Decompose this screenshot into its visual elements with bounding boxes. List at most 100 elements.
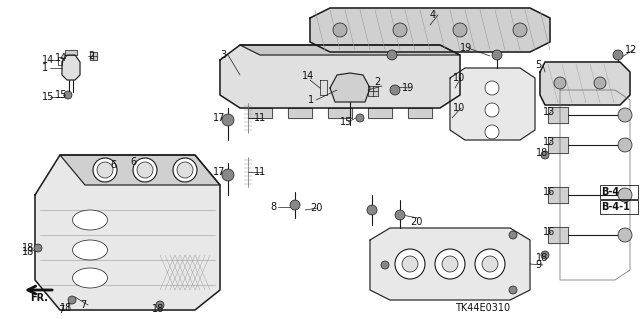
Circle shape xyxy=(173,158,197,182)
Polygon shape xyxy=(220,45,460,108)
Circle shape xyxy=(393,23,407,37)
Text: 10: 10 xyxy=(453,103,465,113)
Text: 18: 18 xyxy=(536,148,548,158)
Circle shape xyxy=(594,77,606,89)
Circle shape xyxy=(509,286,517,294)
Circle shape xyxy=(541,251,549,259)
Text: 16: 16 xyxy=(543,187,556,197)
Text: 7: 7 xyxy=(80,300,86,310)
Polygon shape xyxy=(328,108,352,118)
Polygon shape xyxy=(330,73,370,102)
Polygon shape xyxy=(450,68,535,140)
Circle shape xyxy=(618,188,632,202)
Circle shape xyxy=(177,162,193,178)
Text: 15: 15 xyxy=(42,92,54,102)
Circle shape xyxy=(395,210,405,220)
Circle shape xyxy=(613,50,623,60)
Polygon shape xyxy=(548,187,568,203)
Bar xyxy=(600,185,638,199)
Circle shape xyxy=(390,85,400,95)
Circle shape xyxy=(485,81,499,95)
Text: 14: 14 xyxy=(55,53,67,63)
Text: 14: 14 xyxy=(42,55,54,65)
Text: 18: 18 xyxy=(22,247,35,257)
Ellipse shape xyxy=(72,268,108,288)
Circle shape xyxy=(402,256,418,272)
Text: 8: 8 xyxy=(270,202,276,212)
Polygon shape xyxy=(368,108,392,118)
Circle shape xyxy=(554,77,566,89)
Text: 6: 6 xyxy=(110,160,116,170)
Text: 6: 6 xyxy=(130,157,136,167)
Polygon shape xyxy=(248,108,272,118)
Circle shape xyxy=(482,256,498,272)
Circle shape xyxy=(68,296,76,304)
Polygon shape xyxy=(548,137,568,153)
Ellipse shape xyxy=(72,210,108,230)
Circle shape xyxy=(513,23,527,37)
Text: 11: 11 xyxy=(254,113,266,123)
Text: 18: 18 xyxy=(60,303,72,313)
Text: 19: 19 xyxy=(402,83,414,93)
Text: 1: 1 xyxy=(308,95,314,105)
Bar xyxy=(600,200,638,214)
Text: 17: 17 xyxy=(213,113,225,123)
Text: 3: 3 xyxy=(220,50,226,60)
Text: 2: 2 xyxy=(88,51,94,61)
Text: 13: 13 xyxy=(543,137,556,147)
Polygon shape xyxy=(60,155,220,185)
Circle shape xyxy=(222,169,234,181)
Circle shape xyxy=(485,125,499,139)
Polygon shape xyxy=(408,108,432,118)
Polygon shape xyxy=(370,228,530,300)
Polygon shape xyxy=(540,62,630,105)
Text: 17: 17 xyxy=(213,167,225,177)
Circle shape xyxy=(541,151,549,159)
Text: 10: 10 xyxy=(453,73,465,83)
Circle shape xyxy=(618,108,632,122)
Polygon shape xyxy=(548,227,568,243)
Text: 5: 5 xyxy=(535,60,541,70)
Text: 19: 19 xyxy=(460,43,472,53)
Text: 15: 15 xyxy=(55,90,67,100)
Circle shape xyxy=(492,50,502,60)
Circle shape xyxy=(222,114,234,126)
Text: 18: 18 xyxy=(22,243,35,253)
Text: 13: 13 xyxy=(543,107,556,117)
Text: 18: 18 xyxy=(536,253,548,263)
Circle shape xyxy=(156,301,164,309)
Circle shape xyxy=(618,228,632,242)
Text: 12: 12 xyxy=(625,45,637,55)
Circle shape xyxy=(137,162,153,178)
Text: B-4: B-4 xyxy=(601,187,619,197)
Text: 2: 2 xyxy=(374,77,380,87)
Circle shape xyxy=(435,249,465,279)
Polygon shape xyxy=(35,155,220,310)
Circle shape xyxy=(133,158,157,182)
Circle shape xyxy=(442,256,458,272)
Circle shape xyxy=(475,249,505,279)
Text: 7: 7 xyxy=(58,305,64,315)
Polygon shape xyxy=(240,45,460,55)
Ellipse shape xyxy=(72,240,108,260)
Text: 15: 15 xyxy=(340,117,353,127)
Polygon shape xyxy=(368,86,378,96)
Circle shape xyxy=(93,158,117,182)
Circle shape xyxy=(64,91,72,99)
Circle shape xyxy=(485,103,499,117)
Text: 20: 20 xyxy=(310,203,323,213)
Polygon shape xyxy=(90,52,97,60)
Circle shape xyxy=(356,114,364,122)
Circle shape xyxy=(333,23,347,37)
Text: 16: 16 xyxy=(543,227,556,237)
Polygon shape xyxy=(288,108,312,118)
Circle shape xyxy=(509,231,517,239)
Text: 9: 9 xyxy=(535,260,541,270)
Polygon shape xyxy=(548,107,568,123)
Text: 18: 18 xyxy=(152,304,164,314)
Circle shape xyxy=(367,205,377,215)
Polygon shape xyxy=(310,8,550,52)
Circle shape xyxy=(618,138,632,152)
Circle shape xyxy=(34,244,42,252)
Text: 1: 1 xyxy=(42,63,48,73)
